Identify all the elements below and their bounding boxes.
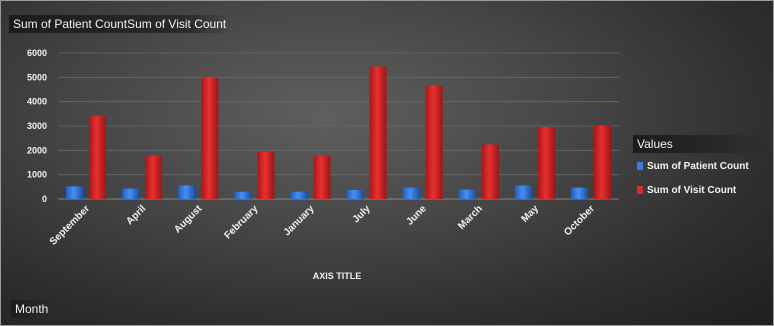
bar-visit-count — [89, 115, 107, 199]
bar-visit-count — [145, 155, 163, 199]
legend-swatch-red — [637, 186, 643, 194]
legend-swatch-blue — [637, 162, 643, 170]
y-tick-label: 3000 — [27, 121, 47, 131]
bar-visit-count — [593, 125, 611, 199]
bar-patient-count — [458, 189, 476, 199]
values-field-patient-count[interactable]: Sum of Patient Count — [13, 17, 128, 31]
y-axis-ticks: 0 1000 2000 3000 4000 5000 6000 — [27, 48, 47, 204]
x-category-label: April — [124, 203, 148, 227]
bar-visit-count — [313, 155, 331, 199]
y-tick-label: 2000 — [27, 145, 47, 155]
gridlines — [58, 52, 619, 200]
y-tick-label: 1000 — [27, 170, 47, 180]
legend-label: Sum of Visit Count — [647, 184, 737, 196]
bar-patient-count — [402, 187, 420, 199]
legend-label: Sum of Patient Count — [647, 160, 749, 172]
x-category-label: August — [172, 203, 205, 236]
x-category-label: January — [282, 203, 317, 238]
bar-patient-count — [122, 188, 140, 199]
x-category-label: March — [456, 203, 485, 232]
x-category-label: February — [222, 203, 260, 241]
legend-item-visit-count: Sum of Visit Count — [637, 183, 773, 197]
bar-patient-count — [234, 191, 252, 199]
y-tick-label: 4000 — [27, 97, 47, 107]
bar-patient-count — [290, 191, 308, 199]
x-axis-title: AXIS TITLE — [313, 271, 362, 281]
bar-patient-count — [346, 189, 364, 199]
x-category-label: July — [351, 203, 373, 225]
values-field-visit-count[interactable]: Sum of Visit Count — [127, 17, 227, 31]
y-tick-label: 0 — [42, 194, 47, 204]
bar-visit-count — [369, 66, 387, 199]
y-tick-label: 6000 — [27, 48, 47, 58]
x-category-label: June — [404, 203, 429, 228]
legend-item-patient-count: Sum of Patient Count — [637, 159, 773, 173]
bar-visit-count — [537, 126, 555, 199]
bar-visit-count — [257, 151, 275, 199]
bar-patient-count — [570, 187, 588, 199]
axis-field-month[interactable]: Month — [11, 300, 53, 318]
bar-visit-count — [481, 144, 499, 199]
bar-patient-count — [178, 185, 196, 199]
y-tick-label: 5000 — [27, 72, 47, 82]
x-category-label: October — [562, 203, 597, 238]
bars — [66, 66, 611, 199]
bar-visit-count — [425, 85, 443, 199]
values-field-buttons[interactable]: Sum of Patient CountSum of Visit Count — [9, 15, 231, 33]
x-axis-categories: September April August February January July J… — [48, 203, 597, 248]
x-category-label: September — [48, 203, 92, 247]
bar-patient-count — [66, 186, 84, 199]
legend-title: Values — [633, 135, 771, 153]
bar-visit-count — [201, 77, 219, 199]
legend: Values Sum of Patient Count Sum of Visit… — [633, 135, 773, 197]
bar-patient-count — [514, 185, 532, 199]
x-category-label: May — [519, 203, 541, 225]
